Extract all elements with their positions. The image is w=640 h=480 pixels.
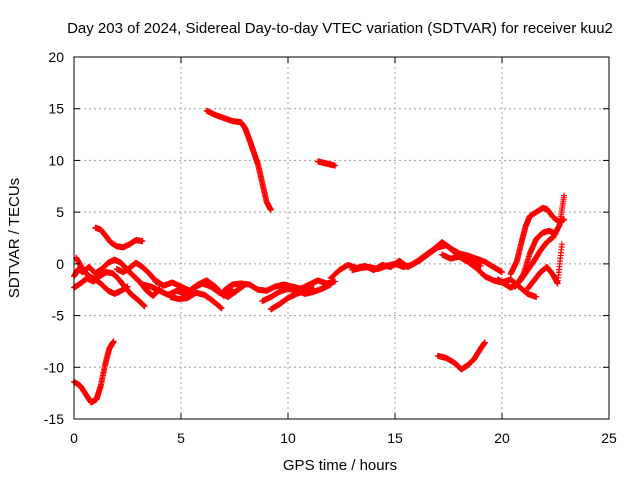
data-point	[332, 162, 339, 169]
x-tick-label: 10	[280, 430, 296, 446]
series-arc-small-positive	[314, 158, 339, 169]
y-tick-label: 10	[48, 152, 64, 168]
series-arc-late-main-c	[439, 251, 540, 300]
x-tick-label: 5	[177, 430, 185, 446]
data-point	[499, 269, 505, 276]
data-point	[561, 216, 568, 223]
y-tick-label: 15	[48, 101, 64, 117]
data-point	[218, 305, 225, 312]
y-tick-label: -15	[44, 411, 64, 427]
x-axis-label: GPS time / hours	[283, 457, 397, 474]
series-arc-late-rising-d	[494, 227, 559, 291]
series-arc-early-negative	[71, 338, 117, 406]
data-point	[481, 339, 488, 346]
y-tick-label: -5	[52, 308, 65, 324]
data-point	[327, 281, 334, 288]
data-point	[561, 192, 568, 199]
x-tick-label: 0	[70, 430, 78, 446]
x-tick-label: 25	[601, 430, 617, 446]
grid-lines	[74, 57, 609, 419]
data-point	[141, 303, 148, 310]
data-point	[139, 238, 146, 245]
series-arc-mid-main-b	[152, 277, 236, 299]
data-point	[124, 283, 131, 290]
data-point	[229, 286, 236, 293]
series-arc-early-upper	[92, 224, 146, 251]
y-axis-label: SDTVAR / TECUs	[6, 178, 23, 298]
x-tick-label: 20	[494, 430, 510, 446]
x-tick-label: 15	[387, 430, 403, 446]
data-point	[533, 293, 540, 300]
chart-title: Day 203 of 2024, Sidereal Day-to-day VTE…	[67, 20, 613, 37]
series-arc-high-descending	[203, 107, 274, 214]
x-axis-ticks: 0 5 10 15 20 25	[70, 57, 617, 446]
series-arc-late-negative	[434, 339, 488, 373]
y-tick-label: 0	[56, 256, 64, 272]
y-axis-ticks: -15 -10 -5 0 5 10 15 20	[44, 49, 609, 427]
series-arc-mid-main-d	[220, 277, 339, 294]
data-point	[552, 230, 559, 237]
series-arc-mid-main-c	[167, 289, 225, 312]
data-point	[110, 338, 117, 345]
y-tick-label: 20	[48, 49, 64, 65]
plot-frame	[73, 56, 610, 420]
data-point	[267, 207, 274, 214]
series-arc-early-main-c	[73, 254, 131, 297]
data-point	[558, 241, 565, 248]
data-points	[71, 107, 568, 406]
data-point	[332, 278, 339, 285]
series-arc-mid-main-f	[267, 285, 317, 313]
series-arc-late-rising-c	[524, 241, 565, 292]
y-tick-label: -10	[44, 359, 64, 375]
series-arc-late-rising-a	[507, 205, 568, 278]
y-tick-label: 5	[56, 204, 64, 220]
data-point	[310, 285, 317, 292]
data-point	[477, 262, 484, 269]
